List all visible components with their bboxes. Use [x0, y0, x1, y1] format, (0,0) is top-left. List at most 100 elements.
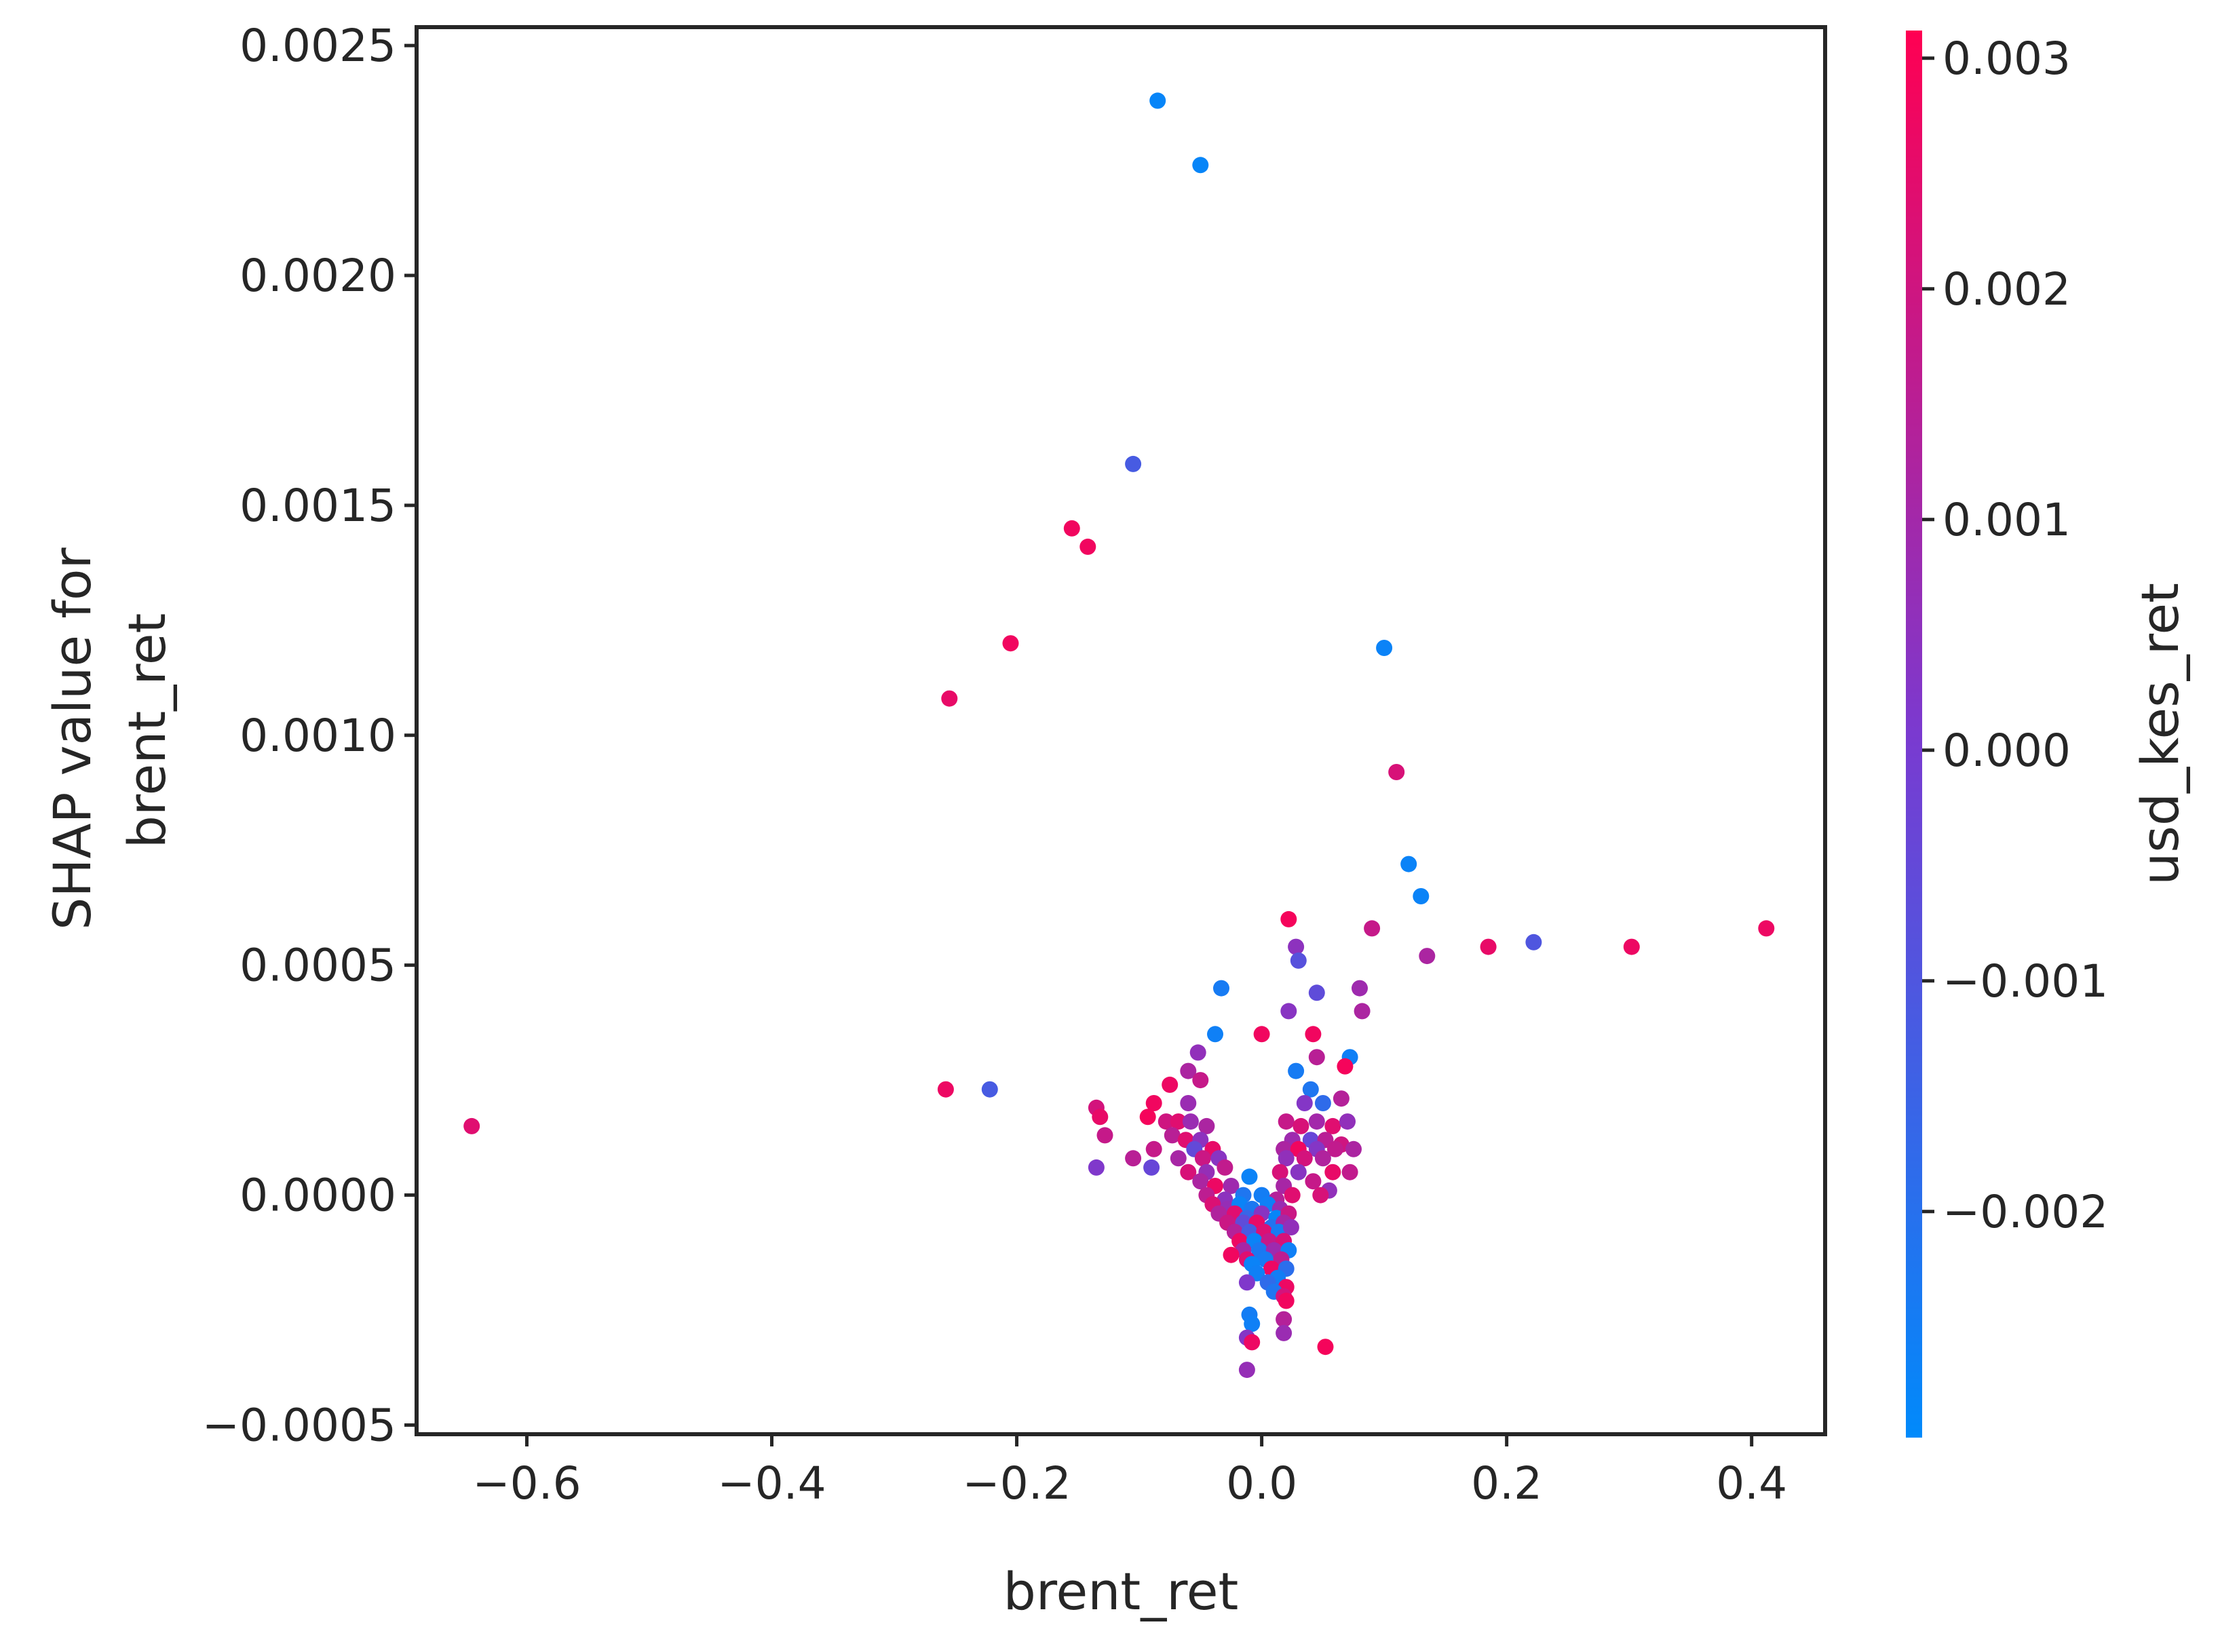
colorbar-tick-label: 0.001	[1942, 494, 2071, 546]
y-axis-label-line-1: SHAP value for	[42, 548, 102, 930]
data-point	[1305, 1173, 1322, 1190]
data-point	[1302, 1081, 1319, 1098]
data-point	[1180, 1164, 1197, 1180]
data-point	[1290, 1164, 1307, 1180]
data-point	[1758, 920, 1775, 937]
data-point	[1198, 1117, 1215, 1134]
plot-frame	[415, 25, 1827, 1436]
y-tick-label: 0.0020	[240, 250, 396, 302]
y-axis-label-line-2: brent_ret	[117, 613, 177, 849]
data-point	[1125, 455, 1142, 472]
data-point	[1145, 1140, 1162, 1157]
data-point	[1192, 157, 1209, 174]
data-point	[1339, 1113, 1356, 1130]
data-point	[1337, 1058, 1354, 1075]
data-point	[1341, 1164, 1358, 1180]
y-axis: −0.0005 0.0000 0.0005 0.0010 0.0015 0.0020 0.0…	[202, 20, 417, 1451]
colorbar-axis: 0.003 0.002 0.001 0.000 −0.001 −0.002	[1922, 33, 2108, 1238]
data-point	[1145, 1095, 1162, 1111]
data-point	[1189, 1044, 1206, 1061]
colorbar-label: usd_kes_ret	[2130, 583, 2190, 885]
data-point	[981, 1081, 998, 1098]
data-point	[1525, 934, 1542, 950]
data-point	[1170, 1113, 1187, 1130]
data-point	[1623, 938, 1640, 955]
data-point	[1345, 1140, 1362, 1157]
y-tick-label: 0.0015	[240, 480, 396, 532]
data-point	[1308, 1113, 1325, 1130]
data-point	[1244, 1334, 1261, 1351]
data-point	[1293, 1117, 1309, 1134]
x-tick-label: −0.4	[717, 1457, 826, 1510]
data-point	[1276, 1311, 1293, 1328]
data-point	[1223, 1178, 1240, 1194]
data-point	[1419, 948, 1436, 965]
data-point	[1238, 1274, 1255, 1291]
data-point	[1125, 1150, 1142, 1167]
data-point	[1157, 1113, 1174, 1130]
data-point	[1092, 1109, 1109, 1126]
data-point	[1413, 888, 1430, 904]
colorbar-tick-label: 0.003	[1942, 33, 2071, 85]
data-point	[1400, 856, 1417, 872]
data-point	[1217, 1159, 1233, 1176]
data-point	[1223, 1246, 1240, 1263]
data-point	[1192, 1173, 1209, 1190]
data-point	[1282, 1219, 1299, 1235]
colorbar-tick-label: 0.000	[1942, 725, 2071, 777]
data-point	[1280, 910, 1297, 927]
data-point	[1324, 1117, 1341, 1134]
data-point	[1238, 1362, 1255, 1379]
data-point	[1314, 1150, 1331, 1167]
data-point	[1290, 952, 1307, 969]
y-tick-label: 0.0000	[240, 1170, 396, 1222]
data-point	[1308, 984, 1325, 1001]
data-point	[1149, 92, 1166, 109]
data-point	[1213, 980, 1229, 997]
data-point	[1002, 635, 1019, 652]
data-point	[1096, 1127, 1113, 1144]
data-point	[1326, 1140, 1343, 1157]
data-point	[1354, 1003, 1371, 1020]
colorbar-tick-label: −0.001	[1942, 955, 2108, 1007]
data-point	[1388, 764, 1405, 780]
data-point	[1164, 1127, 1181, 1144]
colorbar-tick-label: 0.002	[1942, 263, 2071, 315]
data-point	[1312, 1187, 1329, 1204]
x-tick-label: −0.2	[962, 1457, 1071, 1510]
data-point	[1162, 1076, 1179, 1093]
points-layer	[463, 92, 1775, 1379]
data-point	[1480, 938, 1497, 955]
y-tick-label: 0.0025	[240, 20, 396, 72]
data-point	[1296, 1150, 1313, 1167]
data-point	[1280, 1003, 1297, 1020]
x-tick-label: 0.4	[1716, 1457, 1787, 1510]
data-point	[1207, 1026, 1223, 1043]
x-tick-label: 0.2	[1471, 1457, 1542, 1510]
y-tick-label: 0.0005	[240, 940, 396, 992]
data-point	[937, 1081, 954, 1098]
data-point	[1333, 1090, 1350, 1107]
colorbar	[1906, 31, 1922, 1438]
data-point	[941, 690, 958, 707]
x-axis-label: brent_ret	[1003, 1561, 1239, 1621]
data-point	[1308, 1049, 1325, 1066]
data-point	[1143, 1159, 1160, 1176]
data-point	[1139, 1109, 1156, 1126]
data-point	[1314, 1095, 1331, 1111]
data-point	[1364, 920, 1381, 937]
data-point	[1288, 938, 1305, 955]
data-point	[1376, 640, 1393, 656]
y-tick-label: −0.0005	[202, 1399, 396, 1451]
data-point	[1278, 1150, 1295, 1167]
data-point	[1296, 1095, 1313, 1111]
data-point	[1063, 520, 1080, 537]
colorbar-tick-label: −0.002	[1942, 1186, 2108, 1238]
x-tick-label: 0.0	[1226, 1457, 1297, 1510]
data-point	[1192, 1072, 1209, 1089]
data-point	[1180, 1062, 1197, 1079]
data-point	[463, 1117, 480, 1134]
data-point	[1253, 1026, 1270, 1043]
y-tick-label: 0.0010	[240, 710, 396, 762]
